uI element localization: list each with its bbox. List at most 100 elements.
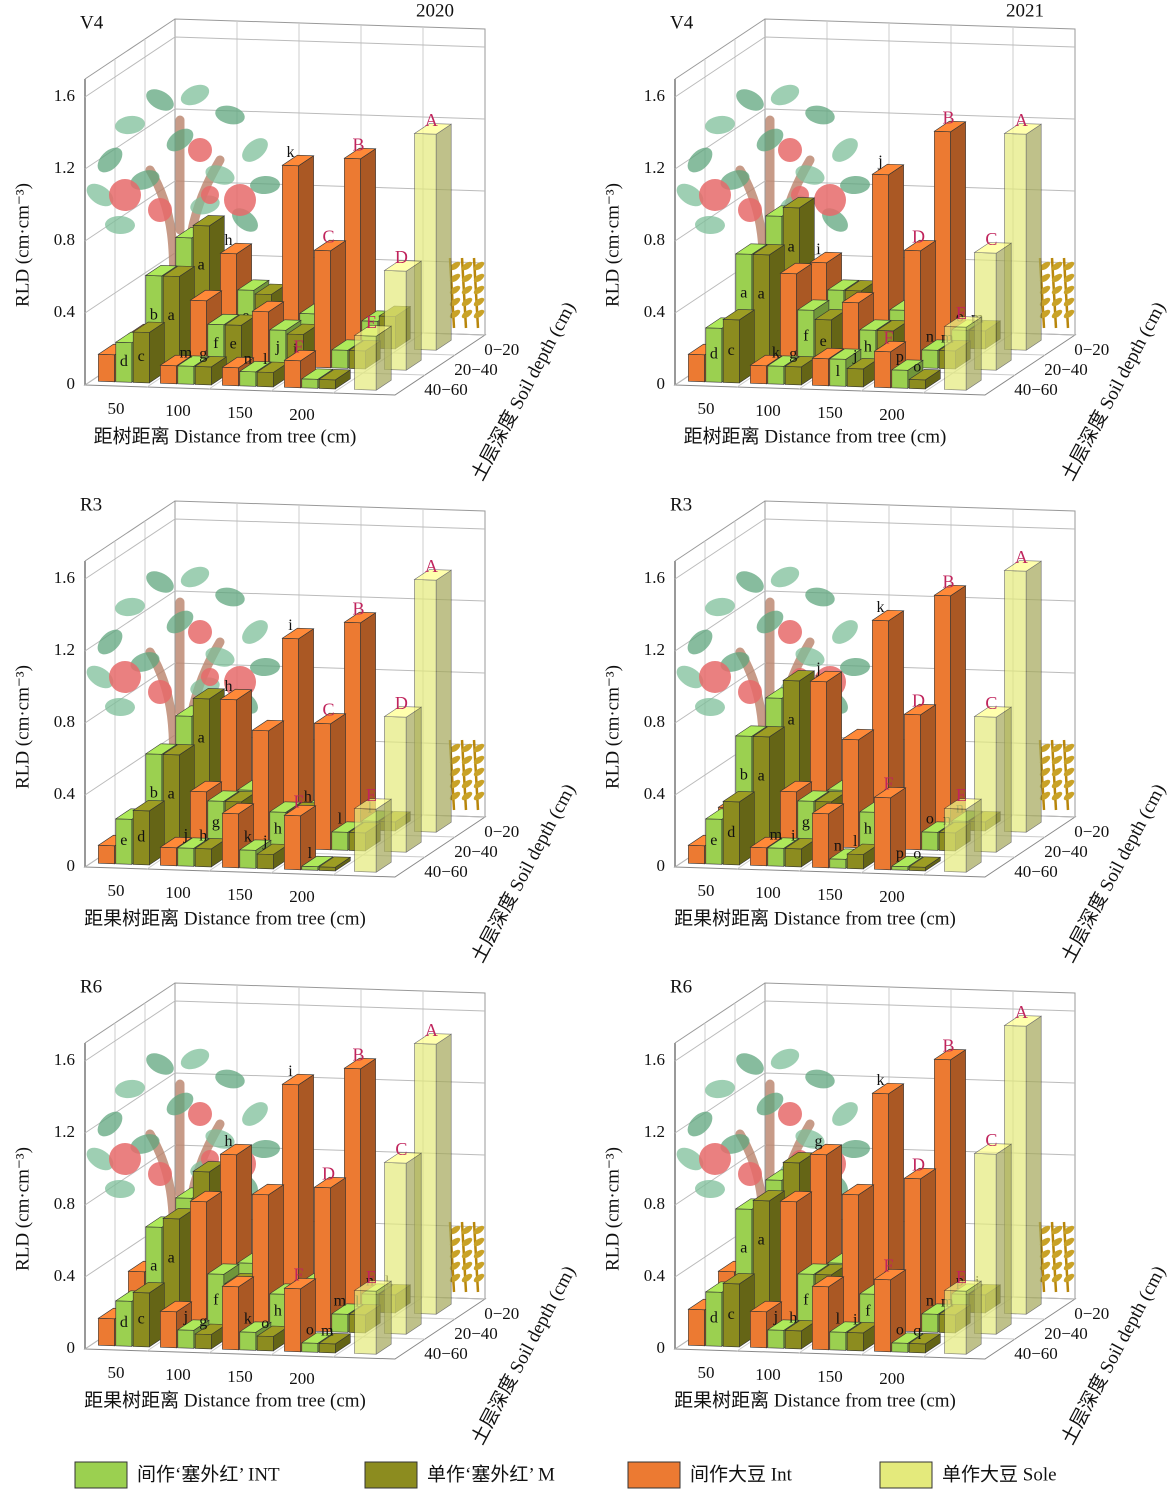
x-axis-label: 距果树距离 Distance from tree (cm) [84,1389,366,1411]
bar-letter: D [912,227,925,247]
x-tick-label: 150 [817,1367,843,1386]
tree-leaf [705,597,735,617]
y-tick-label: 0.8 [644,230,665,249]
tree-leaf [687,1111,713,1137]
bar-letter: j [815,660,820,677]
bar-letter: E [366,312,377,332]
bar-letter: n [244,350,252,367]
bar-letter: i [853,1311,858,1328]
depth-tick-label: 20−40 [454,1324,498,1343]
tree-leaf [115,1079,145,1099]
bar-top [779,262,813,275]
bar-letter: F [883,1256,893,1276]
bar-letter: c [138,1310,145,1327]
bar-front [784,366,802,386]
x-axis-label: 距果树距离 Distance from tree (cm) [84,907,366,929]
bar [353,325,393,391]
y-tick-label: 0.4 [54,302,76,321]
apple [738,680,762,704]
box-edge [764,500,1076,817]
bar-top [159,836,193,849]
bar-letter: i [293,341,298,358]
bar [943,798,983,873]
bar-top [826,279,860,291]
bar-side [1025,123,1042,351]
depth-axis-label: 土层深度 Soil depth (cm) [467,780,580,966]
bar-front [934,130,951,349]
crop-pod [1051,273,1063,283]
crop-pod [1063,743,1075,753]
box-edge [674,500,766,562]
bar-letter: h [864,821,872,838]
bar-top [176,837,210,849]
crop-pod [1051,755,1063,765]
bar-top [933,584,967,597]
bar-top [159,1300,193,1313]
crop-pod [461,297,473,307]
bar-front [750,364,767,385]
bar-top [752,726,786,738]
crop-pod [1063,755,1075,765]
bar [846,1322,880,1352]
bar-top [973,242,1013,254]
bar-letter: o [926,811,934,828]
crop-pod [461,791,473,801]
bar-top [828,1321,862,1333]
bar-top [1003,1015,1043,1027]
y-tick-label: 0.4 [644,302,666,321]
bar-letter: n [926,329,934,346]
bar-front [222,366,239,387]
bar-side [375,1280,392,1355]
bar-top [251,1183,285,1196]
y-tick-label: 0.8 [54,230,75,249]
bar-letter: a [740,1240,747,1257]
crop-pod [473,755,485,765]
crop-pod [1039,261,1051,271]
apple [188,620,212,644]
bar-front [318,379,336,390]
tree-leaf [97,629,123,655]
bar-top [219,242,253,255]
bar-top [871,1082,905,1095]
bar-top [238,361,272,373]
bar-front [846,1332,864,1352]
tree-leaf [205,165,235,185]
box-edge [764,982,1076,1299]
tree-leaf [86,183,114,207]
bar-front [222,1285,239,1351]
bar-letter: i [791,827,796,844]
tree-leaf [795,1129,825,1149]
apple [188,138,212,162]
bar-front [944,808,967,873]
bar-front [354,335,377,391]
bar-letter: p [896,845,904,862]
bar-top [318,1333,352,1345]
apple [109,661,141,693]
bar-top [903,703,937,716]
bar-letter: l [836,363,841,380]
bar-top [890,359,924,371]
crop-pod [1039,1249,1051,1259]
tree-leaf [805,1069,835,1089]
bar-letter: f [865,1303,871,1320]
x-tick-label: 150 [227,885,253,904]
bar-side [405,260,422,371]
bar-letter: g [199,1313,207,1330]
crop-pod [1063,1273,1075,1283]
bar-top [841,1183,875,1196]
crop-pod [449,261,461,271]
bar-letter: A [425,1020,438,1040]
y-axis-label: RLD (cm·cm⁻³) [12,1147,33,1271]
bar-top [206,1263,240,1275]
bar-letter: a [788,711,795,728]
bar-front [344,621,361,831]
bar [283,1277,317,1353]
crop-pod [449,1225,461,1235]
crop-pod [1063,261,1075,271]
crop-pod [449,767,461,777]
tree-leaf [105,697,135,717]
bar-top [782,670,816,682]
crop-pod [1039,755,1051,765]
bar-top [189,1190,223,1203]
tree-leaf [720,170,750,190]
